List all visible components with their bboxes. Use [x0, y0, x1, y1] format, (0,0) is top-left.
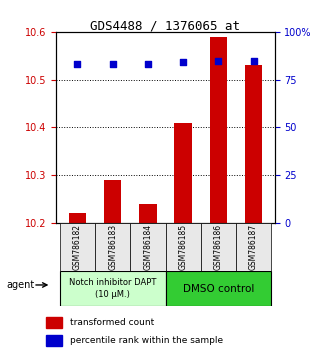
FancyBboxPatch shape: [236, 223, 271, 271]
Point: [180, 59, 186, 65]
Bar: [139, 204, 157, 223]
Bar: [245, 65, 262, 223]
FancyArrowPatch shape: [36, 283, 47, 287]
Point: [145, 62, 151, 67]
Bar: [46, 317, 62, 328]
Text: transformed count: transformed count: [70, 318, 154, 327]
Point: [251, 58, 256, 63]
Bar: [69, 213, 86, 223]
Text: DMSO control: DMSO control: [183, 284, 254, 293]
FancyBboxPatch shape: [166, 271, 271, 306]
Text: GSM786187: GSM786187: [249, 224, 258, 270]
Text: GSM786182: GSM786182: [73, 224, 82, 270]
Bar: [210, 37, 227, 223]
FancyBboxPatch shape: [60, 223, 95, 271]
Bar: [46, 335, 62, 346]
Text: percentile rank within the sample: percentile rank within the sample: [70, 336, 223, 345]
Bar: [174, 123, 192, 223]
FancyBboxPatch shape: [60, 271, 166, 306]
Point: [75, 62, 80, 67]
Text: GSM786183: GSM786183: [108, 224, 117, 270]
FancyBboxPatch shape: [201, 223, 236, 271]
Text: GDS4488 / 1376065_at: GDS4488 / 1376065_at: [90, 19, 241, 33]
Point: [110, 62, 115, 67]
Point: [216, 58, 221, 63]
Text: GSM786184: GSM786184: [143, 224, 152, 270]
FancyBboxPatch shape: [166, 223, 201, 271]
FancyBboxPatch shape: [95, 223, 130, 271]
Text: Notch inhibitor DAPT
(10 μM.): Notch inhibitor DAPT (10 μM.): [69, 279, 156, 298]
Text: agent: agent: [7, 280, 35, 290]
FancyBboxPatch shape: [130, 223, 166, 271]
Text: GSM786186: GSM786186: [214, 224, 223, 270]
Text: GSM786185: GSM786185: [179, 224, 188, 270]
Bar: [104, 180, 121, 223]
